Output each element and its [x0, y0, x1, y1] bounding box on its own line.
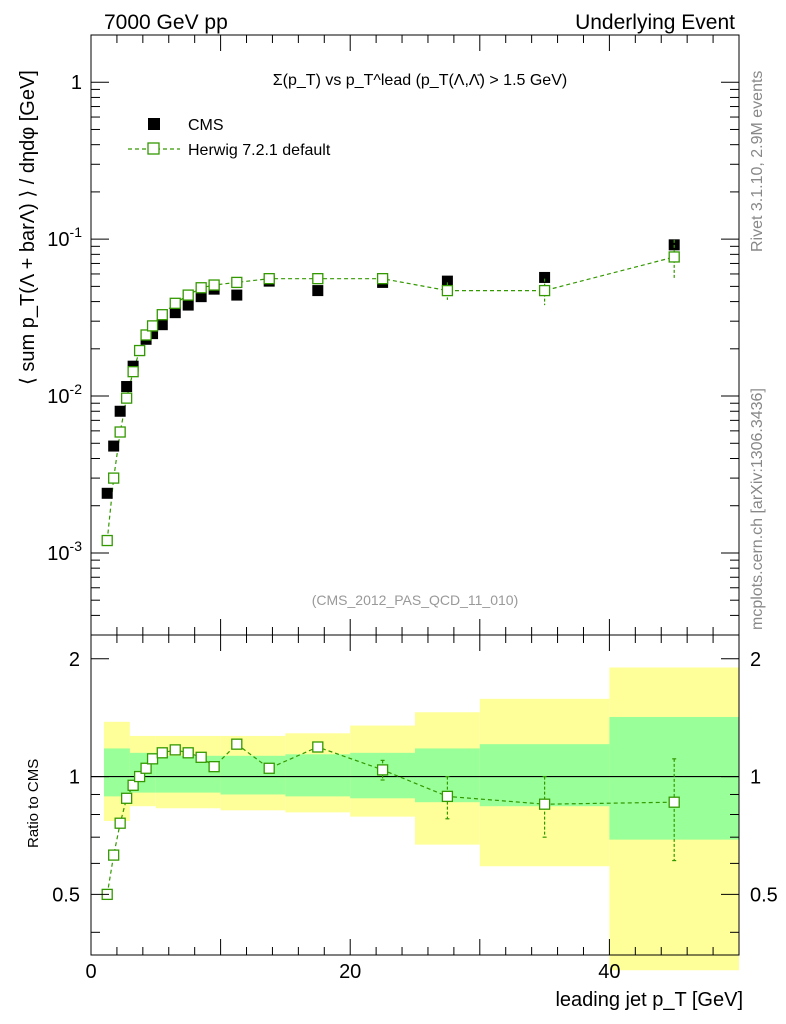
- ratio-point: [114, 817, 126, 829]
- herwig-point: [169, 297, 181, 309]
- ratio-point: [376, 764, 389, 776]
- ratio-bands: [91, 667, 739, 971]
- cms-point: [231, 289, 243, 301]
- ratio-y-tick-label-left: 2: [69, 649, 80, 671]
- main-y-tick-label: 10-1: [47, 224, 82, 251]
- ratio-point: [208, 761, 220, 773]
- x-tick-label: 40: [598, 961, 620, 983]
- ratio-ticks: 0.5 0.51 12 20 20 40: [52, 635, 778, 983]
- cms-point: [312, 285, 324, 297]
- x-tick-label: 0: [85, 961, 96, 983]
- legend-cms-label: CMS: [188, 117, 224, 134]
- ratio-point: [127, 779, 139, 791]
- herwig-point: [127, 366, 139, 378]
- herwig-point: [231, 276, 243, 289]
- ratio-y-tick-label-right: 0.5: [750, 884, 778, 906]
- ratio-y-tick-label-right: 1: [750, 767, 761, 789]
- ratio-point: [140, 762, 152, 774]
- site-label: mcplots.cern.ch [arXiv:1306.3436]: [749, 388, 766, 630]
- cms-point: [121, 381, 133, 393]
- rivet-label: Rivet 3.1.10, 2.9M events: [749, 71, 766, 252]
- ratio-point: [182, 747, 194, 759]
- main-y-label: ⟨ sum p_T(Λ + barΛ) ⟩ / dηdφ [GeV]: [17, 70, 39, 385]
- herwig-point: [101, 534, 113, 547]
- ratio-y-tick-label-left: 0.5: [52, 884, 80, 906]
- ratio-point: [120, 792, 133, 804]
- main-y-tick-label: 10-2: [47, 381, 82, 408]
- ratio-point: [312, 741, 324, 753]
- herwig-point: [263, 273, 275, 285]
- herwig-point: [120, 392, 133, 404]
- ratio-point: [668, 796, 680, 808]
- cms-point: [147, 328, 159, 340]
- herwig-point: [195, 282, 207, 294]
- cms-point: [182, 299, 194, 311]
- ratio-band-inner: [285, 754, 351, 797]
- ratio-band-inner: [479, 744, 610, 807]
- ratio-point: [441, 790, 454, 803]
- herwig-point: [312, 273, 324, 285]
- cms-point: [441, 275, 453, 287]
- ratio-point: [263, 762, 275, 774]
- ratio-point: [538, 798, 551, 810]
- herwig-point: [114, 426, 126, 438]
- cms-point: [156, 319, 168, 331]
- legend: CMS Herwig 7.2.1 default: [128, 117, 331, 159]
- cms-point: [195, 291, 207, 303]
- ratio-y-label: Ratio to CMS: [25, 759, 42, 848]
- main-panel: 10-3 10-2 10-1 1 Σ(p_T) vs p_T^lead (p_T(Λ,…: [17, 34, 740, 636]
- main-marks: [101, 239, 680, 547]
- ratio-panel: 0.5 0.51 12 20 20 40 Ratio to CMS leading jet…: [25, 634, 778, 1011]
- herwig-point: [108, 472, 120, 484]
- cms-point: [668, 239, 680, 251]
- herwig-point: [538, 284, 551, 297]
- herwig-point: [140, 329, 152, 341]
- main-y-tick-label: 1: [71, 72, 82, 94]
- herwig-point: [668, 251, 680, 263]
- header-right: Underlying Event: [575, 11, 735, 34]
- herwig-point: [441, 284, 454, 297]
- legend-herwig-marker: [147, 142, 160, 155]
- herwig-point: [182, 289, 194, 301]
- herwig-point: [133, 344, 146, 357]
- ratio-point: [156, 747, 168, 759]
- ratio-frame: [90, 634, 740, 956]
- herwig-point: [146, 320, 159, 332]
- herwig-point: [376, 273, 389, 285]
- cms-point: [108, 440, 120, 452]
- cms-point: [169, 307, 181, 319]
- ratio-point: [195, 751, 207, 763]
- ratio-point: [169, 744, 181, 756]
- legend-cms-marker: [148, 118, 160, 130]
- legend-herwig-label: Herwig 7.2.1 default: [188, 142, 331, 159]
- ratio-y-tick-label-left: 1: [69, 767, 80, 789]
- cms-point: [114, 405, 126, 417]
- cms-point: [101, 487, 113, 499]
- analysis-annotation: (CMS_2012_PAS_QCD_11_010): [312, 592, 519, 608]
- ratio-marks: [101, 738, 680, 901]
- ratio-point: [231, 738, 243, 750]
- ratio-band-inner: [220, 755, 286, 795]
- x-tick-label: 20: [339, 961, 361, 983]
- ratio-point: [133, 770, 146, 783]
- ratio-y-tick-label-right: 2: [750, 649, 761, 671]
- ratio-point: [108, 849, 120, 861]
- header-left: 7000 GeV pp: [104, 11, 228, 34]
- main-ticks: 10-3 10-2 10-1 1: [47, 34, 740, 636]
- herwig-point: [208, 279, 220, 291]
- herwig-point: [156, 309, 168, 321]
- x-axis-label: leading jet p_T [GeV]: [555, 989, 743, 1011]
- main-y-tick-label: 10-3: [47, 538, 82, 565]
- ratio-point: [146, 753, 159, 765]
- cms-point: [539, 271, 551, 283]
- ratio-band-inner: [103, 748, 130, 797]
- main-title: Σ(p_T) vs p_T^lead (p_T(Λ,Λ̄) > 1.5 GeV): [273, 72, 567, 89]
